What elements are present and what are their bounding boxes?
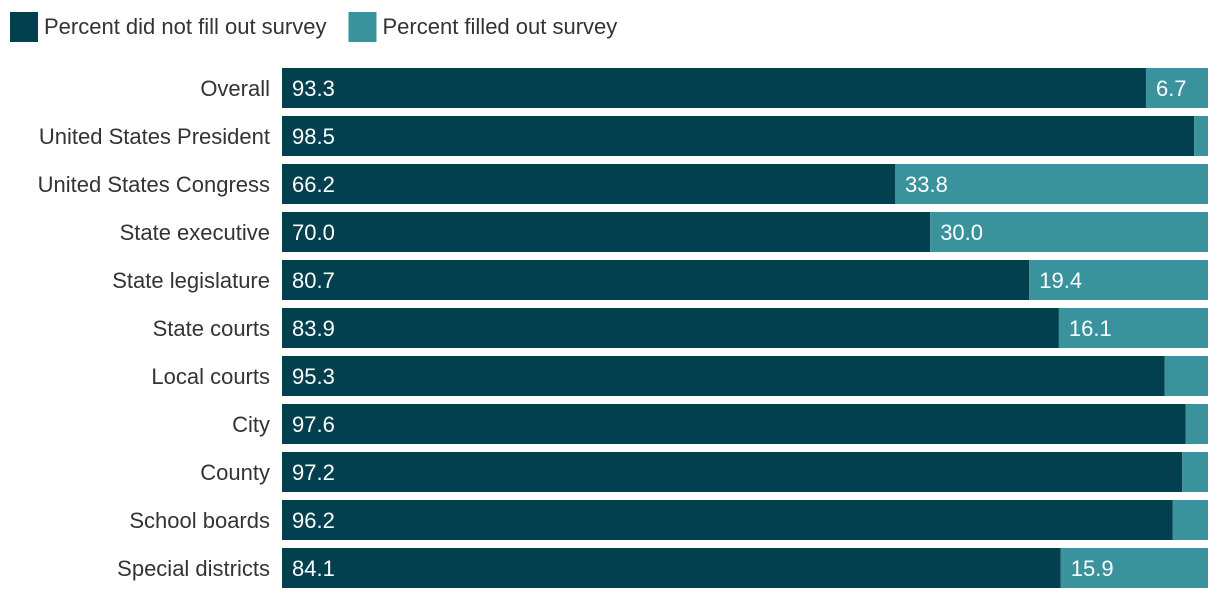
data-label: 33.8 [905, 172, 948, 197]
data-label: 66.2 [292, 172, 335, 197]
bar-segment [282, 500, 1173, 540]
bar-segment [1145, 68, 1208, 108]
category-label: United States President [39, 124, 270, 149]
data-label: 80.7 [292, 268, 335, 293]
bar-segment [282, 68, 1146, 108]
data-label: 19.4 [1039, 268, 1082, 293]
bar-segment [1182, 452, 1208, 492]
data-label: 16.1 [1069, 316, 1112, 341]
bar-segment [282, 116, 1195, 156]
legend-swatch-1 [348, 12, 377, 42]
legend-swatch-0 [10, 12, 38, 42]
category-label: Overall [200, 76, 270, 101]
bar-segment [282, 260, 1030, 300]
bar-segment [1194, 116, 1208, 156]
bar-segment [895, 164, 1208, 204]
legend-label-0: Percent did not fill out survey [44, 14, 326, 39]
data-label: 93.3 [292, 76, 335, 101]
bar-segment [282, 452, 1183, 492]
category-label: State executive [120, 220, 270, 245]
data-label: 15.9 [1071, 556, 1114, 581]
bar-segment [1060, 548, 1208, 588]
data-label: 83.9 [292, 316, 335, 341]
category-label: Special districts [117, 556, 270, 581]
bar-segment [1164, 356, 1208, 396]
category-label: County [200, 460, 270, 485]
bars: 93.3 6.7 98.5 66.2 33.8 70.0 30.0 80.7 19.4 83.9 1… [282, 68, 1208, 588]
bar-segment [282, 308, 1059, 348]
bar-segment [930, 212, 1208, 252]
data-label: 84.1 [292, 556, 335, 581]
category-label: United States Congress [38, 172, 270, 197]
bar-segment [1029, 260, 1208, 300]
data-label: 97.2 [292, 460, 335, 485]
category-label: State legislature [112, 268, 270, 293]
category-label: State courts [153, 316, 270, 341]
legend-label-1: Percent filled out survey [382, 14, 617, 39]
data-label: 70.0 [292, 220, 335, 245]
data-label: 6.7 [1156, 76, 1187, 101]
category-label: City [232, 412, 270, 437]
category-label: Local courts [151, 364, 270, 389]
bar-segment [282, 212, 931, 252]
bar-segment [282, 404, 1186, 444]
bar-segment [282, 164, 896, 204]
data-label: 30.0 [940, 220, 983, 245]
category-labels: Overall United States President United Sta… [38, 76, 270, 581]
bar-segment [1058, 308, 1208, 348]
bar-segment [282, 356, 1165, 396]
data-label: 96.2 [292, 508, 335, 533]
bar-segment [1185, 404, 1208, 444]
category-label: School boards [129, 508, 270, 533]
data-label: 97.6 [292, 412, 335, 437]
data-label: 95.3 [292, 364, 335, 389]
legend: Percent did not fill out survey Percent f… [10, 12, 617, 42]
bar-segment [1172, 500, 1208, 540]
bar-segment [282, 548, 1061, 588]
data-label: 98.5 [292, 124, 335, 149]
